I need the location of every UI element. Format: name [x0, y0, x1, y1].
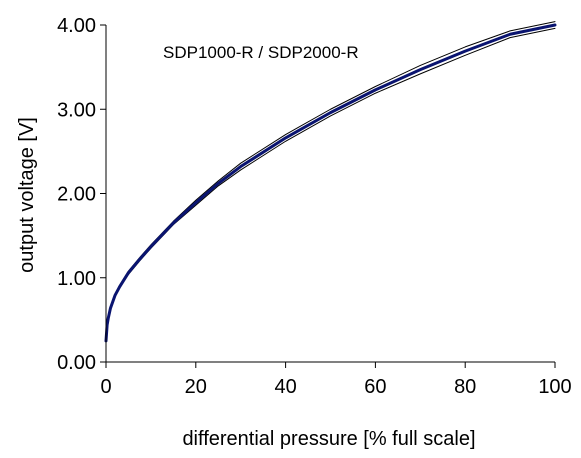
- series-line-1: [104, 23, 557, 343]
- x-tick-label: 20: [185, 376, 207, 398]
- series-layer: [104, 21, 557, 343]
- y-axis-title: output voltage [V]: [16, 117, 38, 273]
- x-tick-label: 60: [364, 376, 386, 398]
- y-tick-label: 4.00: [57, 15, 96, 37]
- x-tick-label: 40: [274, 376, 296, 398]
- y-tick-label: 0.00: [57, 352, 96, 374]
- y-tick-label: 3.00: [57, 99, 96, 121]
- annotation-label: SDP1000-R / SDP2000-R: [163, 43, 359, 62]
- y-tick-label: 2.00: [57, 184, 96, 206]
- x-tick-label: 100: [538, 376, 571, 398]
- x-tick-label: 0: [100, 376, 111, 398]
- y-tick-label: 1.00: [57, 268, 96, 290]
- x-tick-label: 80: [454, 376, 476, 398]
- ticks-layer: 0 20 40 60 80 100 0.00 1.00 2.00 3.00 4.00: [57, 15, 572, 398]
- x-axis-title: differential pressure [% full scale]: [182, 428, 475, 450]
